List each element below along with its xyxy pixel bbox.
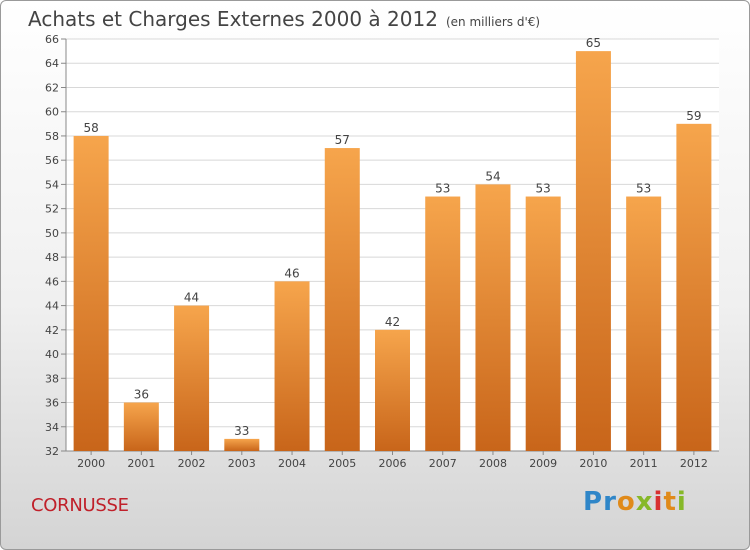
data-label: 42	[385, 315, 400, 329]
logo-letter: i	[676, 487, 687, 517]
chart-unit: (en milliers d'€)	[445, 15, 541, 29]
data-label: 65	[586, 36, 601, 50]
y-tick-label: 48	[45, 251, 59, 264]
data-label: 53	[536, 182, 551, 196]
x-tick-label: 2011	[630, 457, 658, 470]
y-tick-label: 34	[45, 421, 59, 434]
data-label: 53	[636, 182, 651, 196]
data-label: 53	[435, 182, 450, 196]
bar	[123, 402, 159, 451]
x-tick-label: 2012	[680, 457, 708, 470]
y-tick-label: 52	[45, 203, 59, 216]
x-tick-label: 2009	[529, 457, 557, 470]
y-tick-label: 62	[45, 81, 59, 94]
x-tick-label: 2003	[228, 457, 256, 470]
y-tick-label: 54	[45, 178, 59, 191]
y-tick-label: 38	[45, 372, 59, 385]
y-tick-label: 50	[45, 227, 59, 240]
x-tick-label: 2000	[77, 457, 105, 470]
data-label: 33	[234, 424, 249, 438]
data-label: 54	[485, 169, 500, 183]
logo-letter: P	[583, 487, 604, 517]
y-tick-label: 32	[45, 445, 59, 458]
logo-letter: i	[653, 487, 664, 517]
y-tick-label: 42	[45, 324, 59, 337]
y-tick-label: 60	[45, 106, 59, 119]
bar	[375, 329, 410, 451]
data-label: 58	[83, 121, 98, 135]
data-label: 57	[335, 133, 350, 147]
y-tick-label: 40	[45, 348, 59, 361]
x-tick-label: 2004	[278, 457, 306, 470]
y-tick-label: 58	[45, 130, 59, 143]
y-tick-label: 36	[45, 397, 59, 410]
y-tick-label: 64	[45, 57, 59, 70]
y-tick-label: 66	[45, 33, 59, 46]
logo-letter: t	[663, 487, 677, 517]
x-tick-label: 2008	[479, 457, 507, 470]
bar-chart: 32 34 36 38 40 42 44 46 48 50 52 54 56 58 60 62 64 66 58 20…	[45, 33, 719, 470]
x-tick-label: 2006	[379, 457, 407, 470]
bar	[525, 196, 561, 451]
logo-letter: x	[635, 487, 654, 517]
x-tick-label: 2010	[579, 457, 607, 470]
bar	[425, 196, 461, 451]
x-tick-label: 2001	[127, 457, 155, 470]
bar	[676, 123, 712, 451]
location-name: CORNUSSE	[31, 495, 129, 516]
bar	[324, 148, 360, 451]
bar	[575, 51, 611, 451]
logo-letter: r	[603, 487, 617, 517]
bar	[274, 281, 310, 451]
bar	[73, 135, 109, 452]
x-tick-label: 2005	[328, 457, 356, 470]
chart-title-text: Achats et Charges Externes 2000 à 2012	[28, 7, 438, 31]
y-tick-label: 44	[45, 300, 59, 313]
chart-title: Achats et Charges Externes 2000 à 2012 (e…	[28, 7, 540, 31]
x-tick-label: 2007	[429, 457, 457, 470]
bar	[224, 438, 260, 451]
bar	[626, 196, 662, 451]
data-label: 44	[184, 291, 199, 305]
logo-letter: o	[616, 487, 636, 517]
data-label: 59	[686, 109, 701, 123]
data-label: 46	[284, 266, 299, 280]
y-tick-label: 56	[45, 154, 59, 167]
proxiti-logo: Proxiti	[583, 487, 687, 517]
y-tick-label: 46	[45, 275, 59, 288]
bar	[174, 305, 210, 451]
data-label: 36	[134, 388, 149, 402]
x-tick-label: 2002	[178, 457, 206, 470]
bar	[475, 184, 511, 452]
